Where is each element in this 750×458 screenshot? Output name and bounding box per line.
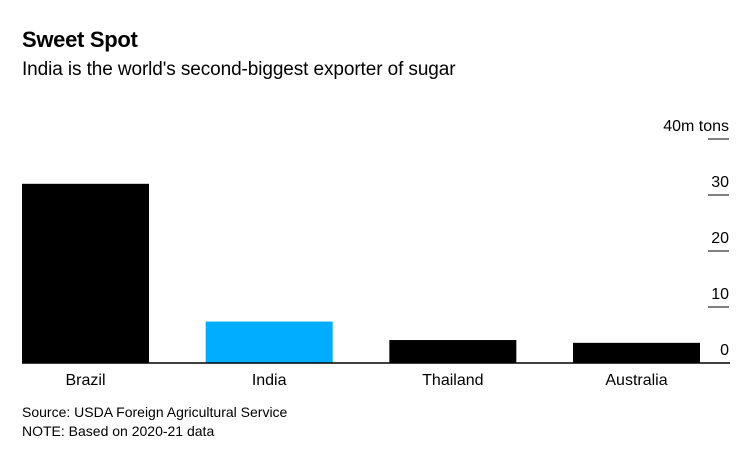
chart-footer: Source: USDA Foreign Agricultural Servic… [22,403,287,441]
bars [22,183,700,363]
bar-brazil [22,183,149,363]
y-tick-label: 10 [711,286,729,303]
x-tick-label: Australia [605,372,667,389]
chart-title: Sweet Spot [22,27,138,52]
chart-subtitle: India is the world's second-biggest expo… [22,59,456,80]
source-note: Source: USDA Foreign Agricultural Servic… [22,404,288,420]
x-tick-label: India [252,372,287,389]
data-note: NOTE: Based on 2020-21 data [22,423,215,439]
y-tick-label: 30 [711,174,729,191]
x-tick-label: Brazil [65,372,105,389]
y-tick-label: 20 [711,230,729,247]
bar-australia [573,342,700,363]
y-axis: 0 10 20 30 40m tons [663,118,729,359]
bar-thailand [389,340,517,363]
y-tick-label: 40m tons [663,118,729,135]
y-tick-label: 0 [720,342,729,359]
x-tick-label: Thailand [422,372,483,389]
x-axis-labels: Brazil India Thailand Australia [65,372,667,389]
bar-india [205,321,333,363]
